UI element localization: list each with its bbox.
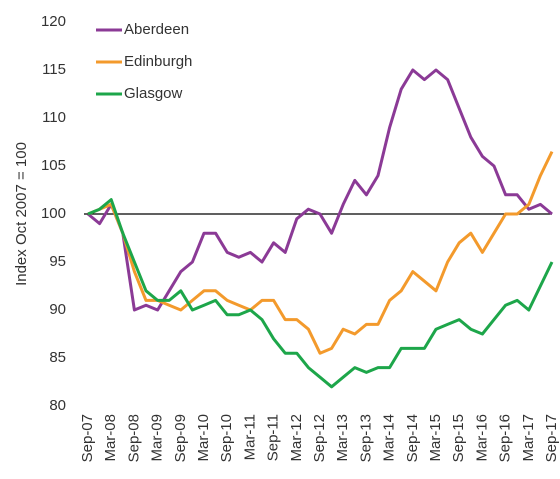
x-tick-label: Mar-16 [473, 414, 490, 462]
x-tick-label: Sep-17 [543, 414, 560, 462]
y-tick-label: 80 [49, 397, 66, 414]
x-tick-label: Mar-09 [149, 414, 166, 462]
x-tick-label: Mar-08 [102, 414, 119, 462]
x-tick-label: Sep-11 [265, 414, 282, 461]
x-tick-label: Mar-11 [241, 414, 258, 460]
legend-label: Glasgow [124, 85, 183, 102]
legend-label: Aberdeen [124, 21, 189, 38]
x-tick-label: Sep-08 [125, 414, 142, 462]
series-line [87, 150, 554, 355]
y-tick-label: 85 [49, 349, 66, 366]
x-tick-label: Sep-10 [218, 414, 235, 462]
x-tick-label: Sep-15 [450, 414, 467, 462]
y-tick-label: 100 [41, 205, 66, 222]
y-tick-label: 110 [42, 109, 66, 126]
y-tick-label: 120 [41, 13, 66, 30]
x-tick-label: Mar-15 [427, 414, 444, 462]
x-tick-label: Mar-12 [288, 414, 305, 462]
x-tick-label: Sep-13 [357, 414, 374, 462]
x-tick-label: Sep-14 [404, 414, 421, 462]
series-line [87, 198, 554, 389]
x-tick-label: Mar-14 [381, 414, 398, 462]
legend-label: Edinburgh [124, 53, 192, 70]
y-tick-label: 95 [49, 253, 66, 270]
y-axis-label: Index Oct 2007 = 100 [13, 142, 30, 286]
series-line [87, 68, 553, 312]
y-tick-label: 105 [41, 157, 66, 174]
x-tick-label: Sep-09 [172, 414, 189, 462]
x-tick-label: Mar-13 [334, 414, 351, 462]
x-tick-label: Sep-12 [311, 414, 328, 462]
x-tick-label: Sep-16 [497, 414, 514, 462]
x-tick-label: Sep-07 [79, 414, 96, 462]
y-tick-label: 90 [49, 301, 66, 318]
x-tick-label: Mar-17 [520, 414, 537, 462]
y-tick-label: 115 [42, 61, 66, 78]
x-tick-label: Mar-10 [195, 414, 212, 462]
